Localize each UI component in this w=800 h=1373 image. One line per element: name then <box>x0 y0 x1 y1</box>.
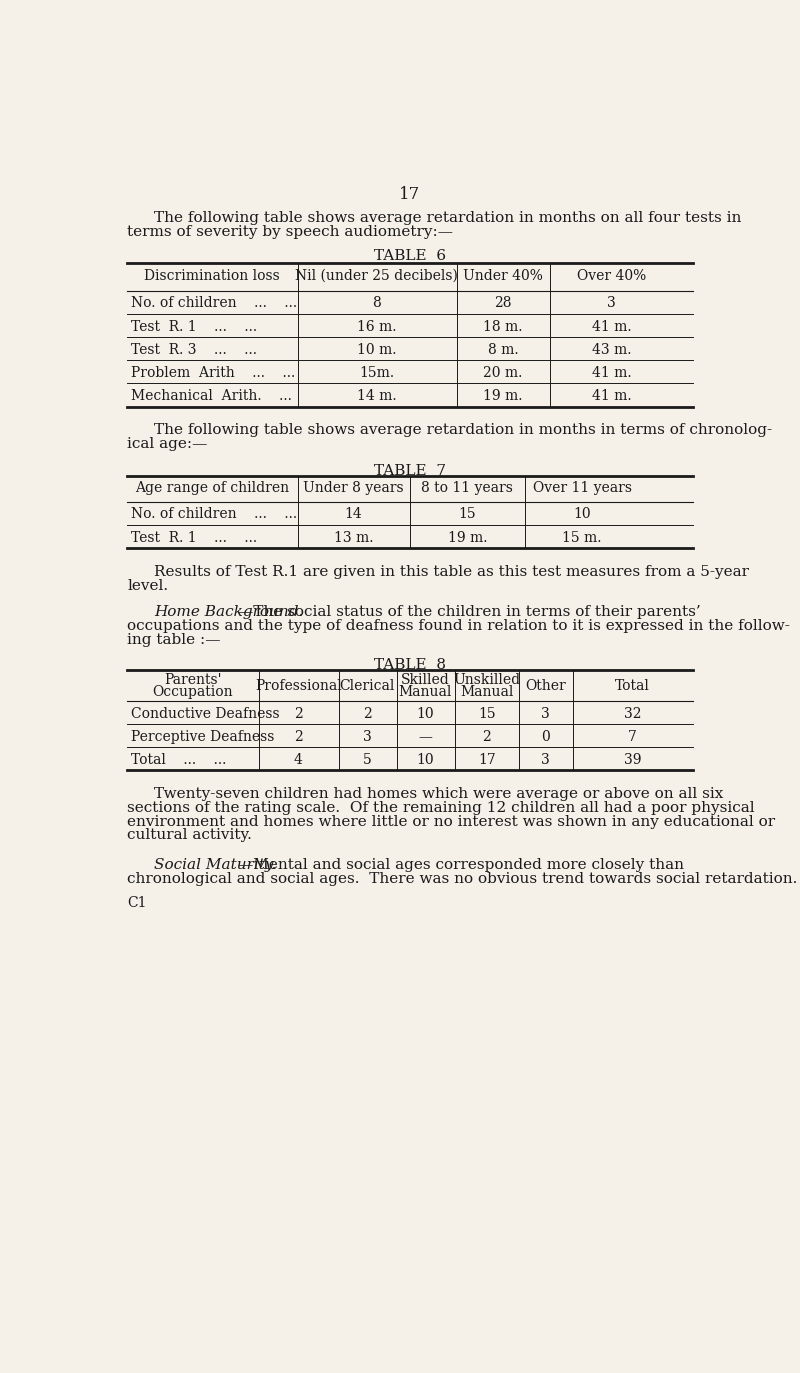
Text: 2: 2 <box>482 730 491 744</box>
Text: Nil (under 25 decibels): Nil (under 25 decibels) <box>295 269 458 283</box>
Text: TABLE  7: TABLE 7 <box>374 464 446 478</box>
Text: Twenty-seven children had homes which were average or above on all six: Twenty-seven children had homes which we… <box>154 787 724 800</box>
Text: 14: 14 <box>345 508 362 522</box>
Text: 15: 15 <box>478 707 495 721</box>
Text: ical age:—: ical age:— <box>127 438 207 452</box>
Text: 8 m.: 8 m. <box>488 343 518 357</box>
Text: ing table :—: ing table :— <box>127 633 221 647</box>
Text: 7: 7 <box>628 730 637 744</box>
Text: Unskilled: Unskilled <box>453 673 520 686</box>
Text: C1: C1 <box>127 897 146 910</box>
Text: No. of children    ...    ...: No. of children ... ... <box>131 508 297 522</box>
Text: 43 m.: 43 m. <box>592 343 631 357</box>
Text: 3: 3 <box>542 752 550 768</box>
Text: 10: 10 <box>417 707 434 721</box>
Text: 2: 2 <box>363 707 372 721</box>
Text: —: — <box>418 730 433 744</box>
Text: Perceptive Deafness: Perceptive Deafness <box>131 730 274 744</box>
Text: terms of severity by speech audiometry:—: terms of severity by speech audiometry:— <box>127 225 453 239</box>
Text: 8 to 11 years: 8 to 11 years <box>422 481 514 496</box>
Text: Under 8 years: Under 8 years <box>303 481 404 496</box>
Text: Total    ...    ...: Total ... ... <box>131 752 226 768</box>
Text: TABLE  6: TABLE 6 <box>374 250 446 264</box>
Text: occupations and the type of deafness found in relation to it is expressed in the: occupations and the type of deafness fou… <box>127 619 790 633</box>
Text: 18 m.: 18 m. <box>483 320 522 334</box>
Text: —The social status of the children in terms of their parents’: —The social status of the children in te… <box>238 605 701 619</box>
Text: Test  R. 3    ...    ...: Test R. 3 ... ... <box>131 343 257 357</box>
Text: The following table shows average retardation in months on all four tests in: The following table shows average retard… <box>154 211 742 225</box>
Text: No. of children    ...    ...: No. of children ... ... <box>131 297 297 310</box>
Text: Over 11 years: Over 11 years <box>533 481 631 496</box>
Text: 41 m.: 41 m. <box>592 365 631 380</box>
Text: cultural activity.: cultural activity. <box>127 828 252 843</box>
Text: 3: 3 <box>542 707 550 721</box>
Text: 10 m.: 10 m. <box>357 343 397 357</box>
Text: 15: 15 <box>458 508 476 522</box>
Text: 19 m.: 19 m. <box>483 389 522 402</box>
Text: —Mental and social ages corresponded more closely than: —Mental and social ages corresponded mor… <box>238 858 684 872</box>
Text: The following table shows average retardation in months in terms of chronolog-: The following table shows average retard… <box>154 423 772 438</box>
Text: level.: level. <box>127 579 168 593</box>
Text: 39: 39 <box>624 752 641 768</box>
Text: 28: 28 <box>494 297 512 310</box>
Text: 3: 3 <box>607 297 616 310</box>
Text: 41 m.: 41 m. <box>592 389 631 402</box>
Text: Test  R. 1    ...    ...: Test R. 1 ... ... <box>131 320 257 334</box>
Text: 5: 5 <box>363 752 372 768</box>
Text: Over 40%: Over 40% <box>577 269 646 283</box>
Text: Problem  Arith    ...    ...: Problem Arith ... ... <box>131 365 295 380</box>
Text: Home Background.: Home Background. <box>154 605 304 619</box>
Text: Other: Other <box>526 680 566 693</box>
Text: Parents': Parents' <box>164 673 222 686</box>
Text: 14 m.: 14 m. <box>357 389 397 402</box>
Text: Skilled: Skilled <box>401 673 450 686</box>
Text: Age range of children: Age range of children <box>135 481 290 496</box>
Text: chronological and social ages.  There was no obvious trend towards social retard: chronological and social ages. There was… <box>127 872 798 886</box>
Text: 17: 17 <box>478 752 496 768</box>
Text: environment and homes where little or no interest was shown in any educational o: environment and homes where little or no… <box>127 814 775 829</box>
Text: 15m.: 15m. <box>359 365 394 380</box>
Text: 3: 3 <box>363 730 372 744</box>
Text: 32: 32 <box>624 707 641 721</box>
Text: Mechanical  Arith.    ...: Mechanical Arith. ... <box>131 389 292 402</box>
Text: TABLE  8: TABLE 8 <box>374 658 446 671</box>
Text: 20 m.: 20 m. <box>483 365 522 380</box>
Text: 15 m.: 15 m. <box>562 530 602 545</box>
Text: Results of Test R.1 are given in this table as this test measures from a 5-year: Results of Test R.1 are given in this ta… <box>154 566 750 579</box>
Text: 0: 0 <box>542 730 550 744</box>
Text: 4: 4 <box>294 752 303 768</box>
Text: 16 m.: 16 m. <box>357 320 397 334</box>
Text: 19 m.: 19 m. <box>448 530 487 545</box>
Text: 13 m.: 13 m. <box>334 530 373 545</box>
Text: Social Maturity.: Social Maturity. <box>154 858 277 872</box>
Text: Manual: Manual <box>399 685 452 699</box>
Text: Professional: Professional <box>255 680 342 693</box>
Text: Clerical: Clerical <box>340 680 395 693</box>
Text: sections of the rating scale.  Of the remaining 12 children all had a poor physi: sections of the rating scale. Of the rem… <box>127 800 754 814</box>
Text: Discrimination loss: Discrimination loss <box>145 269 280 283</box>
Text: Occupation: Occupation <box>153 685 234 699</box>
Text: Conductive Deafness: Conductive Deafness <box>131 707 280 721</box>
Text: 8: 8 <box>372 297 381 310</box>
Text: 2: 2 <box>294 730 302 744</box>
Text: 17: 17 <box>399 187 421 203</box>
Text: Total: Total <box>615 680 650 693</box>
Text: 10: 10 <box>417 752 434 768</box>
Text: 2: 2 <box>294 707 302 721</box>
Text: Under 40%: Under 40% <box>463 269 543 283</box>
Text: 41 m.: 41 m. <box>592 320 631 334</box>
Text: Test  R. 1    ...    ...: Test R. 1 ... ... <box>131 530 257 545</box>
Text: 10: 10 <box>574 508 591 522</box>
Text: Manual: Manual <box>460 685 514 699</box>
